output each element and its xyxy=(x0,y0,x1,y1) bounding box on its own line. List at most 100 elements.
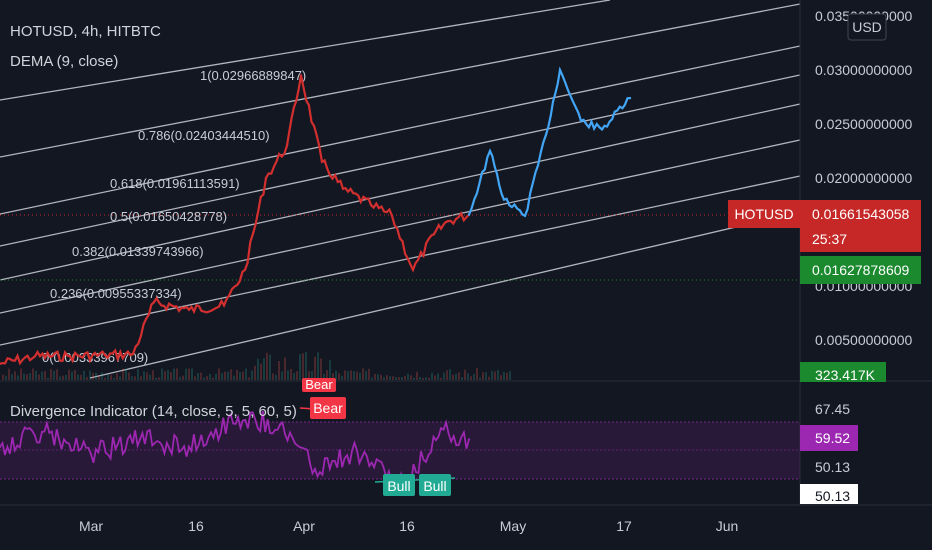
volume-bar xyxy=(47,377,49,380)
price-point xyxy=(243,268,247,271)
volume-bar xyxy=(386,375,388,380)
fib-line-1 xyxy=(0,0,611,101)
volume-bar xyxy=(185,368,187,380)
volume-bar xyxy=(398,377,400,380)
oscillator-point xyxy=(278,423,282,426)
fib-level-label: 0.382(0.01339743966) xyxy=(72,244,204,259)
volume-bar xyxy=(503,372,505,380)
volume-bar xyxy=(320,358,322,380)
currency-button[interactable]: USD xyxy=(847,13,887,41)
volume-bar xyxy=(206,376,208,380)
price-point xyxy=(152,301,156,304)
volume-bar xyxy=(137,369,139,380)
volume-bar xyxy=(380,374,382,380)
volume-bar xyxy=(203,377,205,380)
volume-bar xyxy=(125,368,127,380)
price-tick-label: 0.02000000000 xyxy=(815,170,913,186)
projection-point xyxy=(558,68,562,72)
divergence-legend[interactable]: Divergence Indicator (14, close, 5, 5, 6… xyxy=(10,403,297,420)
volume-bar xyxy=(56,369,58,380)
volume-value: 323.417K xyxy=(815,367,876,383)
volume-bar xyxy=(95,372,97,380)
projection-line xyxy=(467,66,631,218)
volume-tag: 323.417K xyxy=(800,362,886,383)
volume-bar xyxy=(311,371,313,380)
volume-bar xyxy=(161,368,163,380)
volume-bar xyxy=(335,370,337,380)
volume-bar xyxy=(227,371,229,380)
price-point xyxy=(446,220,450,223)
projection-point xyxy=(523,214,527,217)
price-point xyxy=(264,176,268,180)
volume-bar xyxy=(212,377,214,380)
volume-bar xyxy=(122,368,124,380)
fib-line-4 xyxy=(0,74,801,247)
volume-bar xyxy=(119,376,121,380)
volume-bar xyxy=(110,374,112,380)
price-point xyxy=(369,203,373,207)
last-price-symbol: HOTUSD xyxy=(734,206,793,222)
oscillator-point xyxy=(439,427,443,430)
volume-bar xyxy=(350,370,352,380)
volume-bar xyxy=(173,368,175,380)
fib-labels: 1(0.02966889847) 0.786(0.02403444510) 0.61… xyxy=(42,68,306,365)
currency-button-label[interactable]: USD xyxy=(852,19,882,35)
volume-bar xyxy=(509,371,511,380)
volume-bar xyxy=(101,372,103,380)
divergence-tag-label: Bear xyxy=(305,377,333,392)
volume-bar xyxy=(332,373,334,380)
volume-bar xyxy=(29,373,31,380)
volume-bar xyxy=(68,369,70,380)
oscillator-point xyxy=(313,467,317,471)
volume-bar xyxy=(155,377,157,380)
volume-bar xyxy=(86,376,88,380)
price-tick-label: 0.03000000000 xyxy=(815,62,913,78)
volume-bar xyxy=(302,353,304,380)
volume-bar xyxy=(362,368,364,380)
dema-price-tag: 0.01627878609 xyxy=(800,256,921,284)
volume-bar xyxy=(488,376,490,380)
fib-line-7 xyxy=(0,175,801,346)
volume-bar xyxy=(44,371,46,380)
projection-point xyxy=(544,133,548,136)
volume-bar xyxy=(485,372,487,380)
price-point xyxy=(432,232,436,236)
price-point xyxy=(320,160,324,163)
symbol-title[interactable]: HOTUSD, 4h, HITBTC xyxy=(10,23,161,40)
oscillator-axis[interactable]: 67.45 50.13 xyxy=(815,401,850,475)
volume-bar xyxy=(317,352,319,380)
fib-level-label: 0.5(0.01650428778) xyxy=(110,209,227,224)
dema-legend[interactable]: DEMA (9, close) xyxy=(10,53,118,70)
volume-bar xyxy=(116,373,118,380)
volume-bar xyxy=(323,374,325,380)
osc-tick-label: 67.45 xyxy=(815,401,850,417)
volume-bar xyxy=(143,371,145,380)
volume-bar xyxy=(17,375,19,380)
volume-bar xyxy=(338,373,340,380)
projection-point xyxy=(579,119,583,122)
oscillator-point xyxy=(355,449,359,452)
projection-point xyxy=(488,149,492,153)
volume-bar xyxy=(443,372,445,380)
time-axis[interactable]: Mar 16 Apr 16 May 17 Jun xyxy=(79,518,738,534)
volume-bar xyxy=(35,370,37,380)
volume-bar xyxy=(368,368,370,380)
divergence-tag-bear-2: Bear xyxy=(310,397,346,419)
last-price-value: 0.01661543058 xyxy=(812,206,910,222)
volume-bar xyxy=(8,368,10,380)
volume-bar xyxy=(80,374,82,380)
volume-bar xyxy=(482,372,484,380)
projection-point xyxy=(628,96,632,100)
volume-bar xyxy=(32,368,34,380)
volume-bar xyxy=(440,377,442,380)
volume-bar xyxy=(374,373,376,380)
volume-bar xyxy=(74,369,76,380)
fib-level-label: 0.618(0.01961113591) xyxy=(110,176,240,191)
volume-bar xyxy=(14,371,16,380)
volume-bar xyxy=(476,368,478,380)
divergence-tag-label: Bull xyxy=(423,478,446,494)
volume-bar xyxy=(248,377,250,380)
volume-bar xyxy=(191,368,193,380)
fib-level-label: 0.786(0.02403444510) xyxy=(138,128,270,143)
